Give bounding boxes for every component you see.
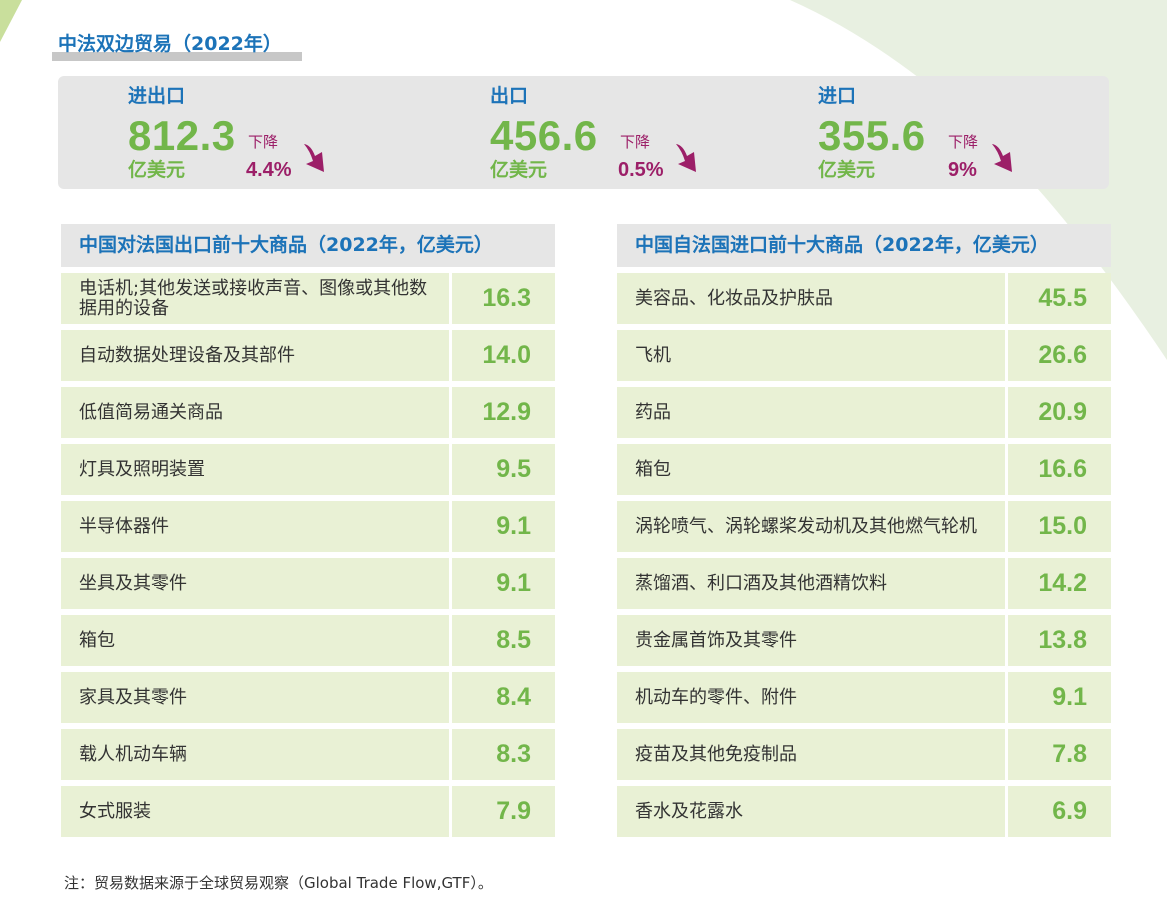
import-table-header: 中国自法国进口前十大商品（2022年，亿美元） — [617, 224, 1111, 267]
arrow-down-right-icon — [676, 144, 696, 172]
table-row: 低值简易通关商品 12.9 — [61, 387, 555, 438]
row-name: 药品 — [617, 387, 1005, 438]
import-table: 中国自法国进口前十大商品（2022年，亿美元） 美容品、化妆品及护肤品 45.5 … — [617, 224, 1111, 837]
row-value: 20.9 — [1008, 387, 1111, 438]
row-name: 箱包 — [61, 615, 449, 666]
table-row: 疫苗及其他免疫制品 7.8 — [617, 729, 1111, 780]
stat-unit: 亿美元 — [128, 159, 186, 181]
row-value: 9.1 — [452, 501, 555, 552]
row-name: 蒸馏酒、利口酒及其他酒精饮料 — [617, 558, 1005, 609]
row-value: 14.2 — [1008, 558, 1111, 609]
stat-value: 812.3 — [128, 112, 236, 159]
table-row: 蒸馏酒、利口酒及其他酒精饮料 14.2 — [617, 558, 1111, 609]
row-name: 机动车的零件、附件 — [617, 672, 1005, 723]
stat-label: 出口 — [490, 85, 529, 107]
stat-label: 进口 — [818, 85, 857, 107]
row-name: 低值简易通关商品 — [61, 387, 449, 438]
table-row: 涡轮喷气、涡轮螺桨发动机及其他燃气轮机 15.0 — [617, 501, 1111, 552]
row-value: 15.0 — [1008, 501, 1111, 552]
table-row: 药品 20.9 — [617, 387, 1111, 438]
row-value: 16.3 — [452, 273, 555, 324]
row-name: 香水及花露水 — [617, 786, 1005, 837]
row-value: 26.6 — [1008, 330, 1111, 381]
stat-export: 出口 456.6 亿美元 下降 0.5% — [490, 84, 696, 181]
table-row: 女式服装 7.9 — [61, 786, 555, 837]
stat-change-label: 下降 — [948, 133, 979, 151]
export-table-header: 中国对法国出口前十大商品（2022年，亿美元） — [61, 224, 555, 267]
row-name: 家具及其零件 — [61, 672, 449, 723]
table-row: 箱包 16.6 — [617, 444, 1111, 495]
stat-unit: 亿美元 — [490, 159, 548, 181]
stat-unit: 亿美元 — [818, 159, 876, 181]
table-row: 箱包 8.5 — [61, 615, 555, 666]
row-name: 女式服装 — [61, 786, 449, 837]
row-value: 7.8 — [1008, 729, 1111, 780]
row-value: 9.1 — [1008, 672, 1111, 723]
stat-change-value: 4.4% — [246, 159, 292, 181]
row-value: 8.5 — [452, 615, 555, 666]
stat-value: 456.6 — [490, 112, 598, 159]
stat-label: 进出口 — [128, 85, 186, 107]
table-row: 贵金属首饰及其零件 13.8 — [617, 615, 1111, 666]
stat-change-value: 0.5% — [618, 159, 664, 181]
row-name: 疫苗及其他免疫制品 — [617, 729, 1005, 780]
row-value: 6.9 — [1008, 786, 1111, 837]
page-title: 中法双边贸易（2022年） — [58, 33, 282, 55]
row-name: 半导体器件 — [61, 501, 449, 552]
table-row: 家具及其零件 8.4 — [61, 672, 555, 723]
stat-change-label: 下降 — [248, 133, 279, 151]
stat-value: 355.6 — [818, 112, 926, 159]
row-value: 9.1 — [452, 558, 555, 609]
table-row: 灯具及照明装置 9.5 — [61, 444, 555, 495]
table-row: 电话机;其他发送或接收声音、图像或其他数据用的设备 16.3 — [61, 273, 555, 324]
stat-change-label: 下降 — [620, 133, 651, 151]
row-value: 45.5 — [1008, 273, 1111, 324]
table-row: 载人机动车辆 8.3 — [61, 729, 555, 780]
arrow-down-right-icon — [992, 144, 1012, 172]
row-name: 自动数据处理设备及其部件 — [61, 330, 449, 381]
row-value: 14.0 — [452, 330, 555, 381]
source-note: 注：贸易数据来源于全球贸易观察（Global Trade Flow,GTF）。 — [64, 874, 493, 892]
title-underline — [52, 52, 302, 61]
row-name: 飞机 — [617, 330, 1005, 381]
export-table: 中国对法国出口前十大商品（2022年，亿美元） 电话机;其他发送或接收声音、图像… — [61, 224, 555, 837]
row-name: 电话机;其他发送或接收声音、图像或其他数据用的设备 — [61, 273, 449, 324]
row-value: 7.9 — [452, 786, 555, 837]
table-row: 坐具及其零件 9.1 — [61, 558, 555, 609]
table-row: 半导体器件 9.1 — [61, 501, 555, 552]
table-row: 美容品、化妆品及护肤品 45.5 — [617, 273, 1111, 324]
row-value: 12.9 — [452, 387, 555, 438]
stat-total-trade: 进出口 812.3 亿美元 下降 4.4% — [128, 84, 324, 181]
row-name: 美容品、化妆品及护肤品 — [617, 273, 1005, 324]
row-name: 灯具及照明装置 — [61, 444, 449, 495]
table-row: 香水及花露水 6.9 — [617, 786, 1111, 837]
row-value: 9.5 — [452, 444, 555, 495]
stat-import: 进口 355.6 亿美元 下降 9% — [818, 84, 1012, 181]
row-name: 坐具及其零件 — [61, 558, 449, 609]
stat-change-value: 9% — [948, 159, 977, 181]
row-name: 箱包 — [617, 444, 1005, 495]
table-row: 机动车的零件、附件 9.1 — [617, 672, 1111, 723]
row-name: 涡轮喷气、涡轮螺桨发动机及其他燃气轮机 — [617, 501, 1005, 552]
row-value: 8.3 — [452, 729, 555, 780]
row-name: 载人机动车辆 — [61, 729, 449, 780]
arrow-down-right-icon — [304, 144, 324, 172]
table-row: 自动数据处理设备及其部件 14.0 — [61, 330, 555, 381]
table-row: 飞机 26.6 — [617, 330, 1111, 381]
row-name: 贵金属首饰及其零件 — [617, 615, 1005, 666]
row-value: 13.8 — [1008, 615, 1111, 666]
row-value: 8.4 — [452, 672, 555, 723]
row-value: 16.6 — [1008, 444, 1111, 495]
summary-panel: 进出口 812.3 亿美元 下降 4.4% 出口 456.6 亿美元 下降 0.… — [58, 76, 1109, 189]
